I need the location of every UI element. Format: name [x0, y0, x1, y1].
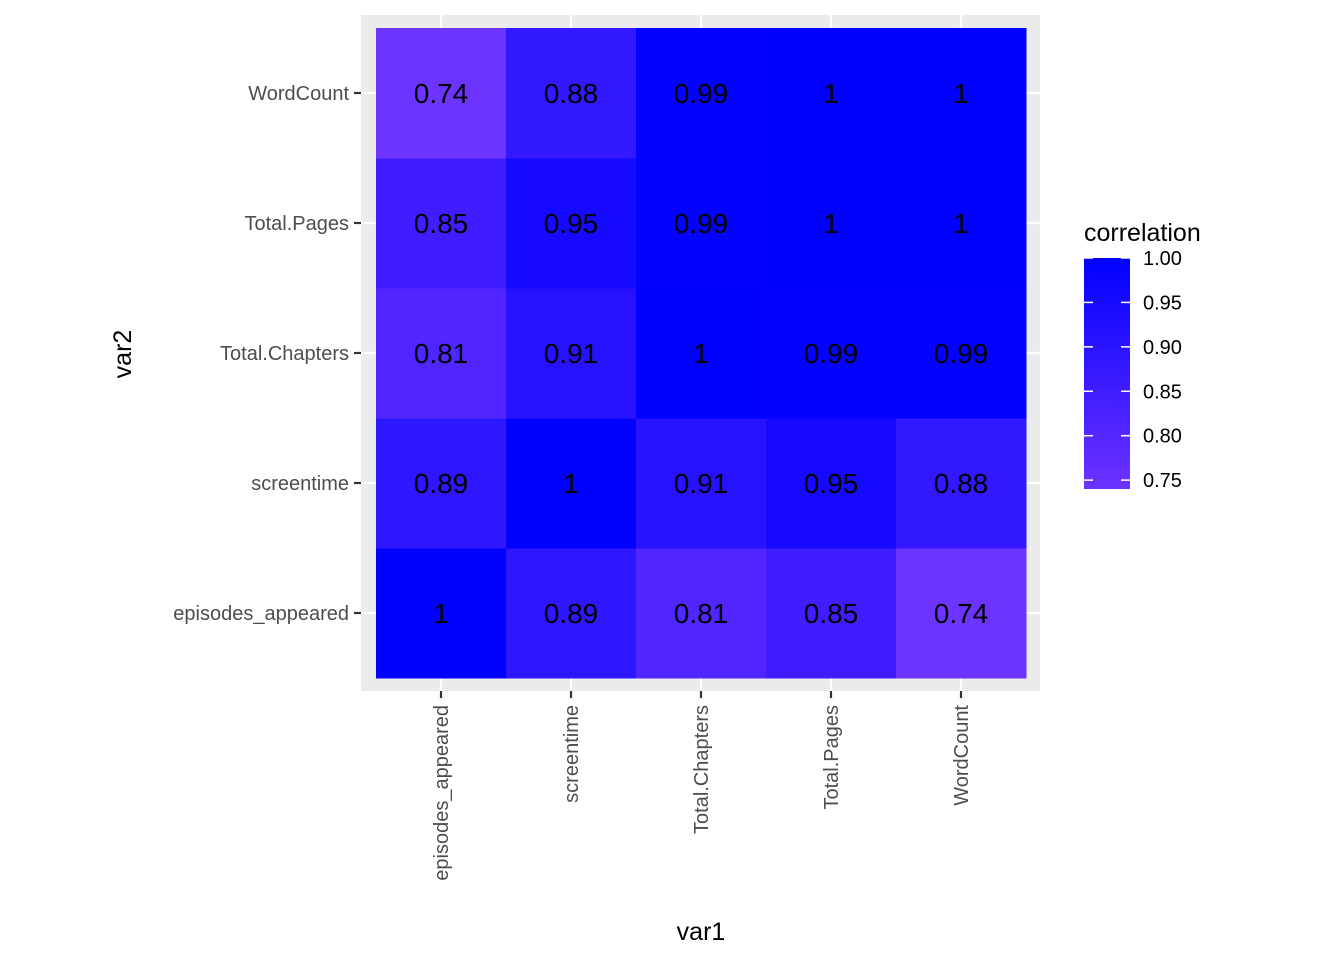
- heatmap-cell: [636, 28, 767, 159]
- cell-value-label: 0.95: [544, 208, 599, 239]
- cell-value-label: 0.85: [414, 208, 469, 239]
- cell-value-label: 1: [953, 78, 969, 109]
- y-axis: episodes_appeared screentime Total.Chapter…: [173, 83, 361, 625]
- y-tick-label: Total.Pages: [244, 213, 349, 235]
- heatmap-cell: [766, 158, 897, 289]
- cell-value-label: 0.99: [804, 338, 859, 369]
- cell-value-label: 0.99: [674, 208, 729, 239]
- cell-value-label: 0.74: [934, 598, 989, 629]
- legend-ticks: 1.00 0.95 0.90 0.85 0.80 0.75: [1084, 248, 1182, 492]
- legend-break-label: 0.85: [1143, 381, 1182, 403]
- y-tick-label: screentime: [251, 473, 349, 495]
- heatmap-cell: [636, 548, 767, 679]
- heatmap-cell: [506, 288, 637, 419]
- heatmap-cell: [376, 548, 507, 679]
- heatmap-cell: [636, 418, 767, 549]
- cell-value-label: 1: [823, 208, 839, 239]
- y-tick-label: WordCount: [248, 83, 349, 105]
- cell-value-label: 0.74: [414, 78, 469, 109]
- heatmap-cell: [376, 288, 507, 419]
- heatmap-cell: [896, 288, 1027, 419]
- heatmap-cell: [506, 418, 637, 549]
- heatmap-cell: [376, 158, 507, 289]
- legend-break-label: 1.00: [1143, 248, 1182, 270]
- x-axis: episodes_appeared screentime Total.Chapter…: [431, 691, 973, 881]
- legend-break-label: 0.95: [1143, 292, 1182, 314]
- heatmap-cell: [896, 418, 1027, 549]
- y-axis-title: var2: [109, 330, 137, 379]
- heatmap-cell: [766, 28, 897, 159]
- x-tick-label: WordCount: [951, 705, 973, 806]
- cell-value-label: 0.89: [414, 468, 469, 499]
- cell-value-label: 0.91: [674, 468, 729, 499]
- legend-title: correlation: [1084, 219, 1201, 247]
- cell-value-label: 1: [563, 468, 579, 499]
- cell-value-label: 0.81: [414, 338, 469, 369]
- heatmap-cell: [896, 28, 1027, 159]
- cell-value-label: 1: [433, 598, 449, 629]
- heatmap-cell: [766, 418, 897, 549]
- cell-value-label: 0.81: [674, 598, 729, 629]
- legend-colorbar: [1084, 258, 1130, 489]
- legend: correlation 1.00 0.95 0.90 0.85 0.80 0.75: [1084, 219, 1201, 492]
- heatmap-cell: [766, 288, 897, 419]
- cell-value-label: 0.95: [804, 468, 859, 499]
- y-tick-label: Total.Chapters: [220, 343, 349, 365]
- x-tick-label: screentime: [561, 705, 583, 803]
- cell-value-label: 1: [953, 208, 969, 239]
- heatmap-cell-labels: 1 0.89 0.81 0.85 0.74 0.89 1 0.91 0.95 0.88 0.81 0.…: [414, 78, 989, 629]
- heatmap-cell: [506, 158, 637, 289]
- x-tick-label: Total.Pages: [821, 705, 843, 810]
- legend-break-label: 0.90: [1143, 337, 1182, 359]
- x-tick-label: episodes_appeared: [431, 705, 453, 881]
- y-tick-label: episodes_appeared: [173, 603, 349, 625]
- cell-value-label: 0.85: [804, 598, 859, 629]
- heatmap-cell: [506, 548, 637, 679]
- cell-value-label: 0.88: [544, 78, 599, 109]
- heatmap-cell: [896, 158, 1027, 289]
- cell-value-label: 0.89: [544, 598, 599, 629]
- heatmap-cell: [636, 158, 767, 289]
- cell-value-label: 1: [693, 338, 709, 369]
- cell-value-label: 0.99: [674, 78, 729, 109]
- x-tick-label: Total.Chapters: [691, 705, 713, 834]
- heatmap-cell: [376, 28, 507, 159]
- x-axis-title: var1: [677, 918, 726, 946]
- heatmap-cell: [636, 288, 767, 419]
- cell-value-label: 0.91: [544, 338, 599, 369]
- heatmap-cell: [766, 548, 897, 679]
- heatmap-cell: [376, 418, 507, 549]
- cell-value-label: 0.99: [934, 338, 989, 369]
- heatmap-cells: [376, 28, 1027, 679]
- heatmap-cell: [506, 28, 637, 159]
- cell-value-label: 1: [823, 78, 839, 109]
- legend-break-label: 0.75: [1143, 470, 1182, 492]
- heatmap-cell: [896, 548, 1027, 679]
- legend-break-label: 0.80: [1143, 426, 1182, 448]
- cell-value-label: 0.88: [934, 468, 989, 499]
